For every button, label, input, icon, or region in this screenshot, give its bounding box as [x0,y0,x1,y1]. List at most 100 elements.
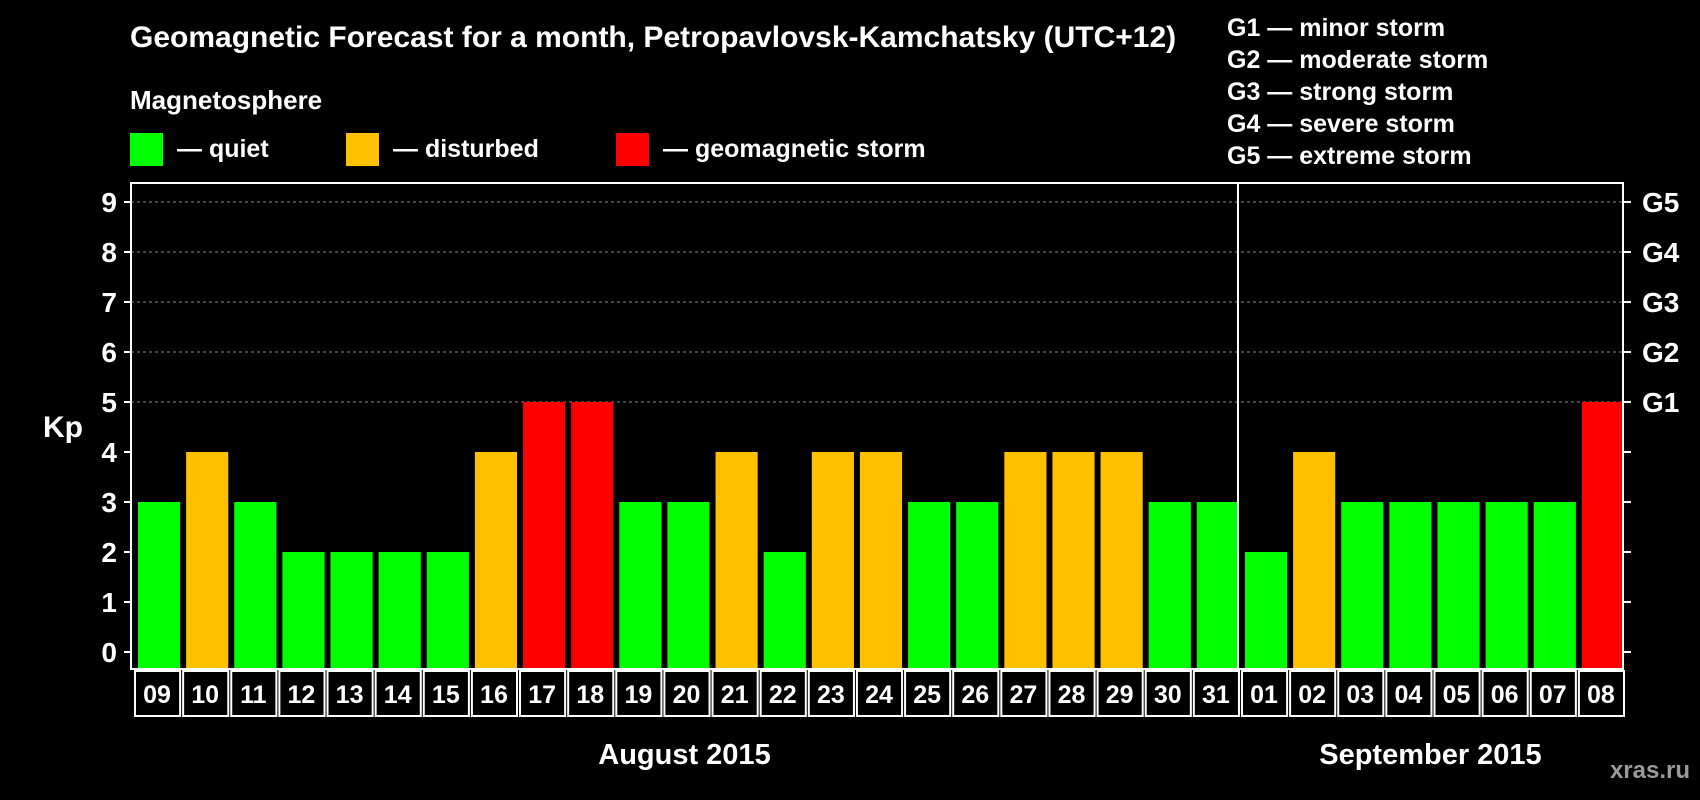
date-cell [1000,670,1048,717]
watermark-text: xras.ru [1609,757,1690,784]
y-tick-label: 7 [101,287,117,318]
month-label: September 2015 [1319,739,1541,771]
date-label-09: 09 [143,681,171,709]
chart-title: Geomagnetic Forecast for a month, Petrop… [130,21,1177,54]
date-label-14: 14 [384,681,412,709]
legend-label-disturbed: — disturbed [393,135,539,163]
bar-31 [1196,502,1239,669]
date-cell [615,670,663,717]
date-cell [1144,670,1192,717]
date-cell [470,670,519,717]
date-cell [1048,670,1096,717]
y-axis-title: Kp [43,411,83,444]
legend-swatch-disturbed [346,133,379,166]
y-tick-label: 5 [101,387,117,418]
bar-03 [1341,502,1384,669]
date-cell [1433,670,1481,717]
bar-29 [1100,452,1143,669]
date-cell [1529,670,1577,717]
date-label-18: 18 [576,681,604,709]
date-label-19: 19 [624,681,652,709]
date-label-06: 06 [1491,681,1519,709]
g-axis-label-g1: G1 [1642,387,1679,418]
date-label-04: 04 [1395,681,1423,709]
date-label-15: 15 [432,681,460,709]
date-label-07: 07 [1539,681,1567,709]
legend-swatch-quiet [130,133,163,166]
date-cell [326,670,374,717]
date-label-25: 25 [913,681,941,709]
date-label-10: 10 [191,681,219,709]
bar-14 [378,552,421,669]
date-cell [807,670,855,717]
date-cell [230,670,278,717]
month-label: August 2015 [598,739,770,771]
date-cell [759,670,807,717]
legend-label-storm: — geomagnetic storm [663,135,926,163]
bar-12 [282,552,325,669]
date-cell [1192,670,1240,717]
date-cell [855,670,904,717]
date-label-20: 20 [673,681,701,709]
bar-01 [1244,552,1288,669]
y-tick-label: 8 [101,237,117,268]
y-tick-label: 6 [101,337,117,368]
date-cell [1096,670,1144,717]
bar-22 [763,552,806,669]
date-label-13: 13 [336,681,364,709]
date-cell [663,670,711,717]
date-label-17: 17 [528,681,556,709]
date-label-05: 05 [1443,681,1471,709]
bar-06 [1485,502,1528,669]
date-label-24: 24 [865,681,893,709]
g-scale-line-g1: G1 — minor storm [1227,14,1446,42]
date-label-12: 12 [288,681,316,709]
date-label-22: 22 [769,681,797,709]
date-cell [278,670,326,717]
bar-04 [1389,502,1432,669]
date-cell [1337,670,1385,717]
date-label-27: 27 [1009,681,1037,709]
date-cell [1577,670,1626,717]
g-axis-label-g5: G5 [1642,187,1679,218]
bar-26 [956,502,999,669]
legend-title: Magnetosphere [130,85,323,115]
y-tick-label: 0 [101,637,117,668]
date-label-31: 31 [1202,681,1230,709]
y-tick-label: 1 [101,587,117,618]
bar-21 [715,452,758,669]
bar-25 [908,502,951,669]
bar-16 [474,452,518,669]
date-label-29: 29 [1106,681,1134,709]
date-cell [1289,670,1337,717]
date-cell [422,670,470,717]
date-cell [952,670,1000,717]
bar-17 [523,402,566,669]
bar-20 [667,502,710,669]
date-label-23: 23 [817,681,845,709]
bar-30 [1148,502,1191,669]
date-label-01: 01 [1250,681,1278,709]
plot-frame [130,182,1624,670]
date-label-28: 28 [1058,681,1086,709]
bar-19 [619,502,662,669]
bar-08 [1581,402,1624,669]
date-cell [1385,670,1433,717]
bar-15 [426,552,469,669]
bar-24 [859,452,903,669]
bar-13 [330,552,373,669]
g-scale-line-g3: G3 — strong storm [1227,78,1454,106]
date-label-16: 16 [480,681,508,709]
date-cell [711,670,759,717]
date-cell [904,670,952,717]
date-label-21: 21 [721,681,749,709]
date-label-03: 03 [1346,681,1374,709]
date-label-08: 08 [1587,681,1615,709]
g-scale-line-g4: G4 — severe storm [1227,110,1455,138]
bar-10 [186,452,229,669]
g-scale-line-g5: G5 — extreme storm [1227,142,1472,170]
date-cell [134,670,182,717]
date-label-11: 11 [240,681,267,709]
date-label-30: 30 [1154,681,1182,709]
